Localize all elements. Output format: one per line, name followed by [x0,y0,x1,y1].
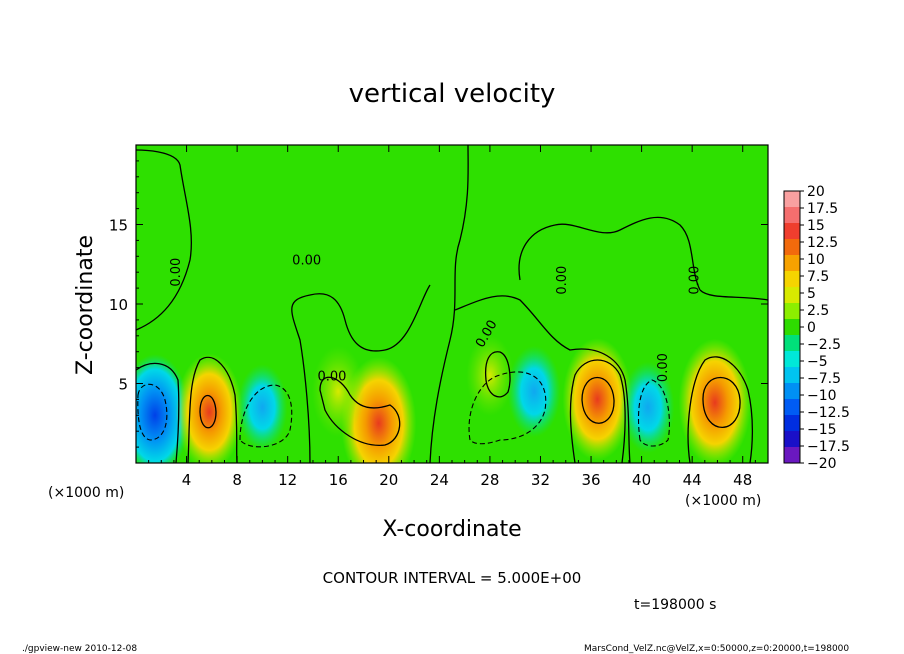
colorbar-swatch [784,271,800,288]
field-feature [621,361,675,453]
colorbar-swatch [784,431,800,448]
colorbar-swatch [784,303,800,320]
colorbar-label: 2.5 [807,303,829,319]
field-feature [311,345,365,438]
x-tick-label: 8 [232,471,242,489]
colorbar-label: −12.5 [807,405,850,421]
contour-lines [136,145,768,463]
x-tick-label: 4 [182,471,192,489]
contour-label: 0.00 [656,353,671,382]
x-tick-label: 48 [733,471,752,489]
negative-contour-lines [137,371,670,448]
field-feature [562,338,633,461]
contour-line [187,356,238,463]
contour-line [518,216,701,291]
contour-line [429,145,469,463]
colorbar-swatch [784,367,800,384]
x-tick-label: 36 [581,471,600,489]
y-axis: 5 10 15 [109,160,768,448]
colorbar-swatch [784,207,800,224]
negative-contour-line [137,383,168,441]
field-feature [466,335,514,416]
contour-interval: CONTOUR INTERVAL = 5.000E+00 [323,569,582,587]
y-tick-label: 5 [118,376,128,394]
colorbar-swatch [784,191,800,208]
colorbar-label: −17.5 [807,439,850,455]
colorbar-swatch [784,335,800,352]
colorbar-swatch [784,383,800,400]
field-feature [136,354,190,463]
colorbar-label: −20 [807,456,837,472]
colorbar-label: −2.5 [807,337,841,353]
colorbar-label: −5 [807,354,828,370]
x-tick-label: 28 [480,471,499,489]
chart-title: vertical velocity [349,79,556,109]
x-tick-label: 20 [379,471,398,489]
contour-line [702,376,741,428]
negative-contour-line [637,379,670,447]
colorbar-swatch [784,447,800,464]
field-feature [237,364,288,451]
field-feature [678,338,752,463]
contour-line [581,376,615,424]
contour-line [687,356,754,463]
field-feature [175,353,243,463]
contour-line [199,394,217,429]
plot-area: 0.00 0.000.000.000.000.000.00 [136,145,768,463]
contour-label: 0.00 [292,253,321,268]
colorbar-label: 10 [807,252,825,268]
x-unit-left: (×1000 m) [48,485,124,501]
colorbar-swatch [784,415,800,432]
colorbar-label: 0 [807,320,816,336]
y-tick-label: 15 [109,217,128,235]
colorbar-swatch [784,351,800,368]
colorbar-swatch [784,239,800,256]
x-unit-right: (×1000 m) [685,493,761,509]
x-tick-label: 44 [683,471,702,489]
contour-line [136,149,193,331]
contour-label: 0.00 [169,258,184,287]
colorbar-swatch [784,255,800,272]
contour-line [699,289,768,301]
colorbar-swatch [784,399,800,416]
x-axis-label: X-coordinate [382,517,521,542]
contour-label: 0.00 [555,266,570,295]
negative-contour-line [468,371,547,445]
x-tick-label: 16 [329,471,348,489]
colorbar: 2017.51512.5107.552.50−2.5−5−7.5−10−12.5… [783,184,850,472]
x-axis: 4 8 12 16 20 24 28 32 36 40 44 48 [148,145,756,489]
x-tick-label: 32 [531,471,550,489]
colorbar-label: 20 [807,184,825,200]
contour-line [454,295,631,463]
x-tick-label: 24 [430,471,449,489]
y-tick-label: 10 [109,296,128,314]
x-tick-label: 40 [632,471,651,489]
colorbar-label: 5 [807,286,816,302]
y-axis-label: Z-coordinate [73,235,98,375]
x-tick-label: 12 [278,471,297,489]
contour-label: 0.00 [317,369,346,384]
footer-left: ./gpview-new 2010-12-08 [22,644,137,654]
colorbar-label: −15 [807,422,837,438]
colorbar-label: 12.5 [807,235,838,251]
colorbar-swatch [784,319,800,336]
colorbar-label: −10 [807,388,837,404]
time-label: t=198000 s [634,597,716,613]
colorbar-swatch [784,223,800,240]
footer-right: MarsCond_VelZ.nc@VelZ,x=0:50000,z=0:2000… [584,644,849,654]
field-feature [507,345,561,438]
contour-line [291,284,431,463]
negative-contour-line [239,384,293,448]
colorbar-label: 17.5 [807,201,838,217]
contour-line [484,351,511,398]
contour-line [319,376,401,446]
colorbar-label: 15 [807,218,825,234]
contour-line [136,362,180,463]
colorbar-label: −7.5 [807,371,841,387]
colorbar-label: 7.5 [807,269,829,285]
colorbar-swatch [784,287,800,304]
contour-label: 0.00 [687,266,702,295]
contour-line [569,359,626,463]
